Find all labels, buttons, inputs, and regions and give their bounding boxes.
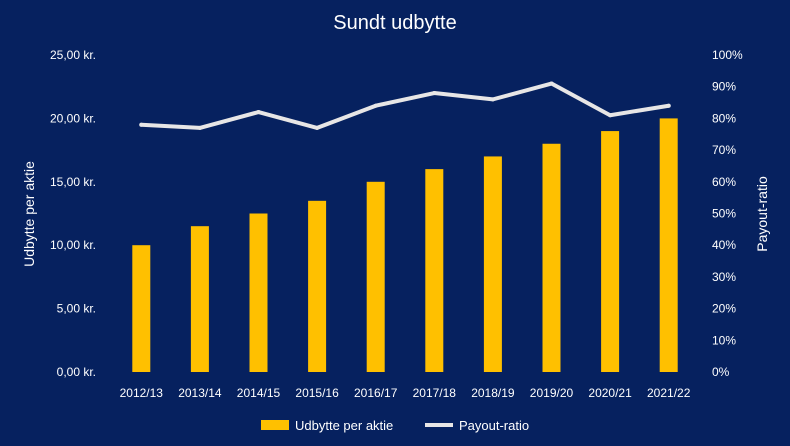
x-axis-ticks: 2012/13 2013/14 2014/15 2015/16 2016/17 2017/… [120, 386, 691, 400]
y2-tick-label: 40% [712, 238, 736, 252]
y2-tick-label: 100% [712, 48, 743, 62]
legend-label-bar: Udbytte per aktie [295, 418, 393, 433]
bar-series [132, 118, 678, 373]
line-point [256, 110, 261, 115]
bar [483, 156, 502, 372]
x-tick-label: 2012/13 [120, 386, 164, 400]
x-tick-label: 2018/19 [471, 386, 515, 400]
legend: Udbytte per aktie Payout-ratio [261, 418, 529, 433]
y2-tick-label: 50% [712, 207, 736, 221]
y-tick-label: 5,00 kr. [57, 302, 96, 316]
y2-tick-label: 70% [712, 143, 736, 157]
bar [308, 200, 327, 372]
x-tick-label: 2020/21 [588, 386, 632, 400]
bar [659, 118, 678, 373]
bar [132, 245, 151, 372]
line-point [666, 103, 671, 108]
y2-tick-label: 30% [712, 270, 736, 284]
y2-tick-label: 0% [712, 365, 730, 379]
y-tick-label: 15,00 kr. [50, 175, 96, 189]
y-axis-ticks: 0,00 kr. 5,00 kr. 10,00 kr. 15,00 kr. 20,00 … [50, 48, 96, 379]
bar [366, 181, 385, 372]
y2-tick-label: 60% [712, 175, 736, 189]
payout-line [139, 81, 671, 130]
y-axis-title: Udbytte per aktie [21, 161, 37, 267]
line-point [139, 122, 144, 127]
y2-axis-title: Payout-ratio [754, 176, 770, 252]
line-point [490, 97, 495, 102]
bar [601, 131, 620, 372]
line-point [197, 125, 202, 130]
bar [542, 143, 561, 372]
line-point [549, 81, 554, 86]
bar [190, 226, 209, 372]
x-tick-label: 2019/20 [530, 386, 574, 400]
y-tick-label: 0,00 kr. [57, 365, 96, 379]
x-tick-label: 2016/17 [354, 386, 398, 400]
y2-axis-ticks: 0% 10% 20% 30% 40% 50% 60% 70% 80% 90% 100% [712, 48, 743, 379]
line-point [608, 113, 613, 118]
y2-tick-label: 20% [712, 302, 736, 316]
chart-title: Sundt udbytte [333, 12, 456, 34]
x-tick-label: 2014/15 [237, 386, 281, 400]
y2-tick-label: 10% [712, 333, 736, 347]
bar [249, 213, 268, 372]
line-point [315, 125, 320, 130]
line-point [432, 91, 437, 96]
line-series [139, 81, 671, 130]
line-point [373, 103, 378, 108]
x-tick-label: 2013/14 [178, 386, 222, 400]
y-tick-label: 20,00 kr. [50, 111, 96, 125]
x-tick-label: 2017/18 [413, 386, 457, 400]
bar [425, 169, 444, 372]
y2-tick-label: 80% [712, 111, 736, 125]
legend-label-line: Payout-ratio [459, 418, 529, 433]
x-tick-label: 2021/22 [647, 386, 691, 400]
y-tick-label: 10,00 kr. [50, 238, 96, 252]
legend-swatch-bar [261, 420, 289, 430]
y-tick-label: 25,00 kr. [50, 48, 96, 62]
x-tick-label: 2015/16 [295, 386, 339, 400]
y2-tick-label: 90% [712, 80, 736, 94]
